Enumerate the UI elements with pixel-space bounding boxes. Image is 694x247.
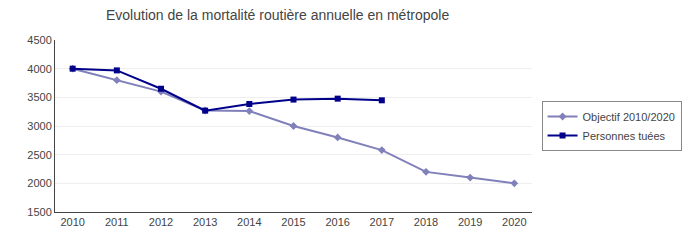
svg-text:Personnes tuées: Personnes tuées bbox=[583, 130, 666, 142]
svg-text:2020: 2020 bbox=[502, 216, 526, 228]
svg-text:4500: 4500 bbox=[27, 34, 51, 46]
svg-text:2017: 2017 bbox=[370, 216, 394, 228]
svg-text:2012: 2012 bbox=[149, 216, 173, 228]
svg-text:2016: 2016 bbox=[325, 216, 349, 228]
svg-text:2000: 2000 bbox=[27, 177, 51, 189]
svg-text:Evolution de la mortalité rout: Evolution de la mortalité routière annue… bbox=[106, 7, 449, 23]
svg-text:2019: 2019 bbox=[458, 216, 482, 228]
svg-text:2011: 2011 bbox=[105, 216, 129, 228]
svg-text:4000: 4000 bbox=[27, 63, 51, 75]
svg-text:3500: 3500 bbox=[27, 91, 51, 103]
svg-text:2500: 2500 bbox=[27, 149, 51, 161]
svg-text:2015: 2015 bbox=[281, 216, 305, 228]
svg-text:2018: 2018 bbox=[414, 216, 438, 228]
svg-text:2014: 2014 bbox=[237, 216, 261, 228]
svg-text:Objectif 2010/2020: Objectif 2010/2020 bbox=[583, 111, 675, 123]
svg-text:1500: 1500 bbox=[27, 206, 51, 218]
svg-text:2013: 2013 bbox=[193, 216, 217, 228]
svg-text:2010: 2010 bbox=[60, 216, 84, 228]
svg-text:3000: 3000 bbox=[27, 120, 51, 132]
